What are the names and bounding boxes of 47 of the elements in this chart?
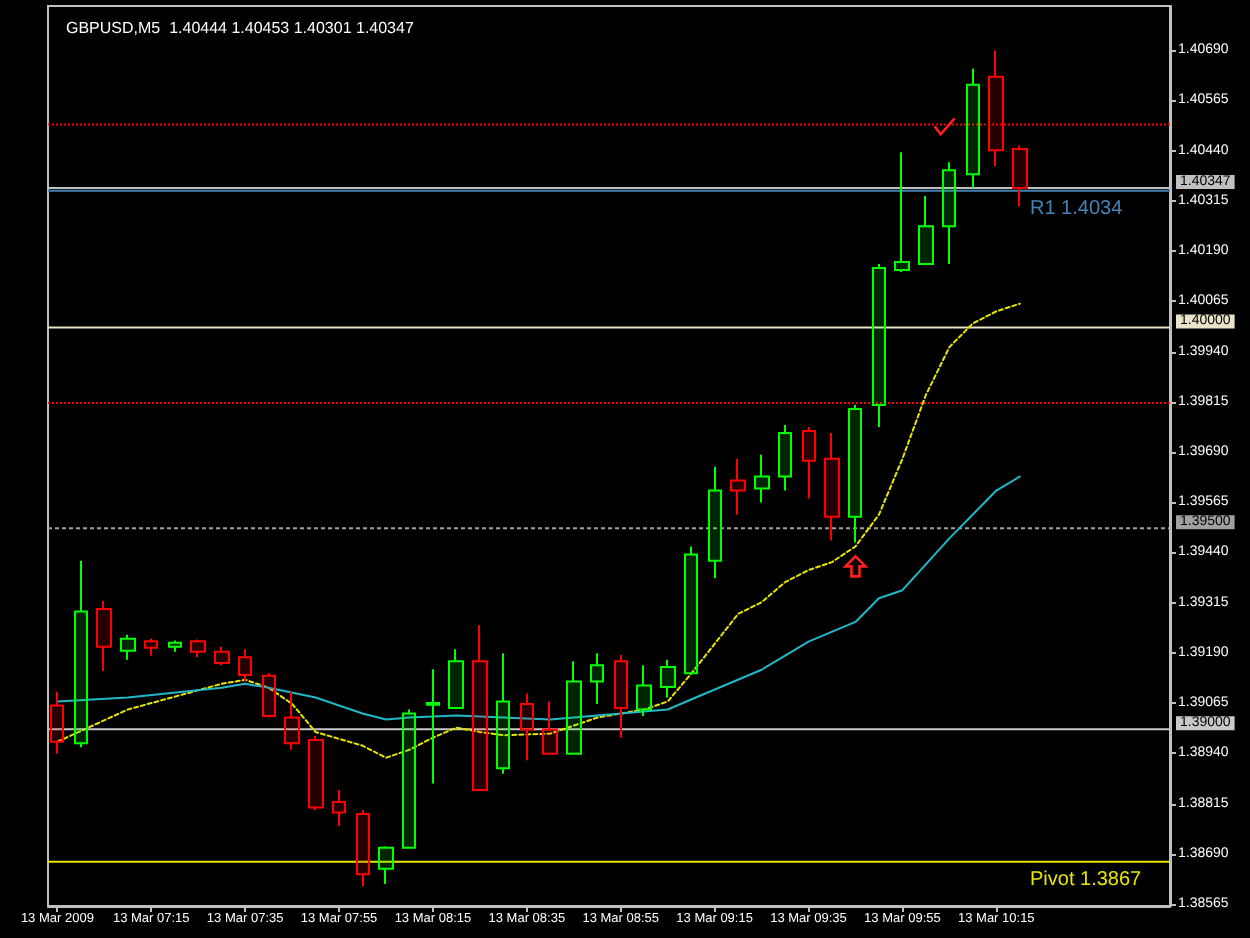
candlestick (778, 424, 792, 492)
candlestick (308, 735, 324, 811)
candlestick (356, 808, 370, 888)
candlestick (988, 49, 1004, 168)
candlestick (802, 426, 816, 500)
ref-line-label: R1 1.4034 (1030, 197, 1124, 220)
candlestick (214, 645, 230, 667)
candlestick (708, 465, 722, 580)
candlestick (520, 692, 534, 762)
candlestick (566, 660, 582, 755)
candlestick (942, 161, 956, 265)
line-series (56, 475, 1021, 721)
candlestick (684, 545, 698, 675)
candlestick (402, 708, 416, 849)
candlestick (754, 453, 770, 504)
candlestick (190, 638, 206, 659)
candlestick (496, 652, 510, 775)
candlestick (284, 690, 300, 751)
candlestick (262, 672, 276, 719)
candlestick (426, 668, 440, 785)
candlestick (332, 788, 346, 828)
candlestick (448, 648, 464, 709)
candlestick (50, 690, 64, 755)
candlestick (824, 432, 840, 542)
candlestick (636, 664, 652, 717)
ref-line-label: Pivot 1.3867 (1030, 868, 1143, 891)
candlestick (74, 559, 88, 749)
candlestick (730, 457, 746, 516)
candlestick (1012, 144, 1028, 208)
text: GBPUSD,M5 1.40444 1.40453 1.40301 1.40347 (66, 19, 415, 37)
candlestick (848, 403, 862, 544)
candlestick (966, 67, 980, 190)
candlestick (542, 700, 558, 755)
line-series (56, 302, 1021, 759)
candlestick (614, 653, 628, 739)
candlestick (894, 151, 910, 273)
candlestick (918, 195, 934, 265)
candlestick (96, 600, 112, 672)
candlestick (472, 624, 488, 791)
candlestick (168, 639, 182, 653)
candlestick (120, 633, 136, 661)
candlestick (378, 845, 394, 885)
candlestick (238, 648, 252, 683)
candlestick (660, 658, 676, 699)
candlestick (144, 637, 158, 657)
candlestick (590, 652, 604, 705)
candlestick (872, 262, 886, 429)
